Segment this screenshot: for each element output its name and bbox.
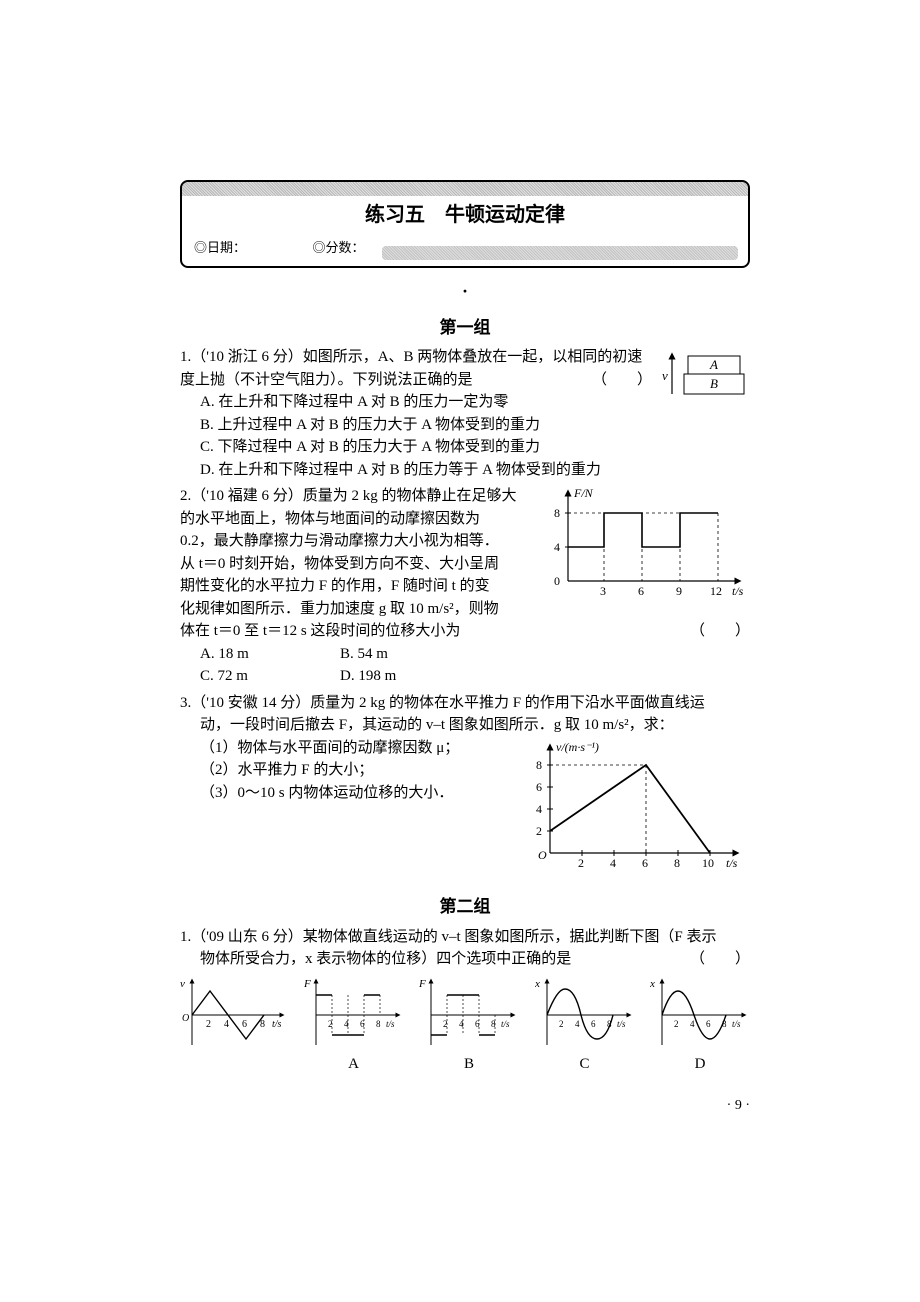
svg-text:0: 0 — [554, 574, 560, 588]
svg-text:2: 2 — [206, 1019, 211, 1030]
svg-text:F: F — [419, 978, 426, 990]
svg-text:t/s: t/s — [272, 1019, 282, 1030]
g2-q1-optC-graph: x 24 68 t/s C — [535, 975, 635, 1076]
g1-q1: v A B 1.（'10 浙江 6 分）如图所示，A、B 两物体叠放在一起，以相… — [180, 346, 750, 481]
g1-q2-optA: A. 18 m — [200, 643, 340, 666]
svg-text:2: 2 — [536, 824, 542, 838]
svg-text:4: 4 — [575, 1019, 580, 1029]
g1-q1-stem: 1.（'10 浙江 6 分）如图所示，A、B 两物体叠放在一起，以相同的初速度上… — [180, 349, 642, 388]
g2-q1-l2: 物体所受合力，x 表示物体的位移）四个选项中正确的是 — [200, 951, 571, 967]
g1-q2-optB: B. 54 m — [340, 643, 480, 666]
svg-text:t/s: t/s — [386, 1019, 395, 1029]
svg-text:10: 10 — [702, 856, 714, 870]
g2-q1-graphs-row: v O 2 4 6 8 t/s F 2 4 — [180, 975, 750, 1076]
svg-text:4: 4 — [610, 856, 616, 870]
svg-text:A: A — [709, 357, 718, 372]
g2-q1-optC-label: C — [535, 1053, 635, 1076]
g1-q2: F/N t/s 0 4 8 3 6 9 12 — [180, 485, 750, 688]
g1-q3: 3.（'10 安徽 14 分）质量为 2 kg 的物体在水平推力 F 的作用下沿… — [180, 692, 750, 885]
page-number: · 9 · — [180, 1095, 750, 1116]
g1-q1-optC: C. 下降过程中 A 对 B 的压力大于 A 物体受到的重力 — [180, 436, 750, 459]
svg-text:6: 6 — [591, 1019, 596, 1029]
svg-text:O: O — [182, 1013, 189, 1024]
svg-text:2: 2 — [674, 1019, 679, 1029]
svg-text:F: F — [304, 978, 311, 990]
svg-text:t/s: t/s — [617, 1019, 626, 1029]
svg-text:6: 6 — [536, 780, 542, 794]
svg-text:8: 8 — [260, 1019, 265, 1030]
g2-q1-optA-graph: F 24 68 t/s A — [304, 975, 404, 1076]
exercise-title: 练习五 牛顿运动定律 — [182, 192, 748, 238]
g1-q2-optC: C. 72 m — [200, 665, 340, 688]
g2-q1-paren: （ ） — [690, 948, 750, 971]
svg-text:t/s: t/s — [732, 584, 744, 598]
title-meta: ◎日期： ◎分数： — [182, 238, 748, 258]
svg-text:x: x — [535, 978, 540, 990]
svg-text:6: 6 — [638, 584, 644, 598]
g2-q1-optA-label: A — [304, 1053, 404, 1076]
svg-text:x: x — [650, 978, 655, 990]
svg-text:9: 9 — [676, 584, 682, 598]
svg-text:v: v — [180, 978, 185, 990]
g2-q1-optD-label: D — [650, 1053, 750, 1076]
g1-q3-l2: 动，一段时间后撤去 F，其运动的 v–t 图象如图所示．g 取 10 m/s²，… — [180, 714, 750, 737]
g2-q1-main-graph: v O 2 4 6 8 t/s — [180, 975, 288, 1076]
g1-q1-figure: v A B — [658, 346, 750, 404]
g1-q1-paren: （ ） — [592, 369, 652, 392]
title-texture-top — [182, 182, 748, 196]
title-box: 练习五 牛顿运动定律 ◎日期： ◎分数： — [180, 180, 750, 268]
svg-text:4: 4 — [536, 802, 542, 816]
svg-text:v: v — [662, 368, 668, 383]
group2-header: 第二组 — [180, 894, 750, 920]
g2-q1-l1: 1.（'09 山东 6 分）某物体做直线运动的 v–t 图象如图所示，据此判断下… — [180, 926, 750, 949]
score-label: ◎分数： — [313, 240, 365, 255]
date-label: ◎日期： — [194, 240, 246, 255]
svg-text:t/s: t/s — [732, 1019, 741, 1029]
g1-q1-optB: B. 上升过程中 A 对 B 的压力大于 A 物体受到的重力 — [180, 414, 750, 437]
svg-text:6: 6 — [242, 1019, 247, 1030]
g2-q1-optB-graph: F 24 68 t/s B — [419, 975, 519, 1076]
svg-text:6: 6 — [706, 1019, 711, 1029]
group1-header: 第一组 — [180, 315, 750, 341]
svg-text:8: 8 — [536, 758, 542, 772]
g1-q2-l7: 体在 t＝0 至 t＝12 s 这段时间的位移大小为 — [180, 623, 460, 639]
g2-q1-optD-graph: x 24 68 t/s D — [650, 975, 750, 1076]
g2-q1-optB-label: B — [419, 1053, 519, 1076]
svg-text:8: 8 — [376, 1019, 381, 1029]
svg-text:B: B — [710, 376, 718, 391]
g1-q2-optD: D. 198 m — [340, 665, 480, 688]
svg-text:4: 4 — [690, 1019, 695, 1029]
svg-text:4: 4 — [224, 1019, 229, 1030]
g2-q1: 1.（'09 山东 6 分）某物体做直线运动的 v–t 图象如图所示，据此判断下… — [180, 926, 750, 1076]
svg-text:2: 2 — [578, 856, 584, 870]
svg-text:t/s: t/s — [726, 856, 738, 870]
g1-q3-l1: 3.（'10 安徽 14 分）质量为 2 kg 的物体在水平推力 F 的作用下沿… — [180, 692, 750, 715]
svg-text:3: 3 — [600, 584, 606, 598]
svg-text:F/N: F/N — [573, 486, 594, 500]
svg-text:12: 12 — [710, 584, 722, 598]
g1-q2-chart: F/N t/s 0 4 8 3 6 9 12 — [540, 485, 750, 605]
title-dot: · — [180, 278, 750, 305]
svg-text:8: 8 — [554, 506, 560, 520]
svg-text:2: 2 — [559, 1019, 564, 1029]
g1-q3-chart: v/(m·s⁻¹) t/s O 2 4 6 8 2 4 6 8 10 — [520, 737, 750, 877]
svg-text:v/(m·s⁻¹): v/(m·s⁻¹) — [556, 740, 599, 754]
svg-text:4: 4 — [554, 540, 560, 554]
svg-text:t/s: t/s — [501, 1019, 510, 1029]
svg-text:8: 8 — [674, 856, 680, 870]
g1-q1-optD: D. 在上升和下降过程中 A 对 B 的压力等于 A 物体受到的重力 — [180, 459, 750, 482]
svg-text:6: 6 — [642, 856, 648, 870]
g1-q2-paren: （ ） — [690, 620, 750, 643]
svg-text:O: O — [538, 848, 547, 862]
